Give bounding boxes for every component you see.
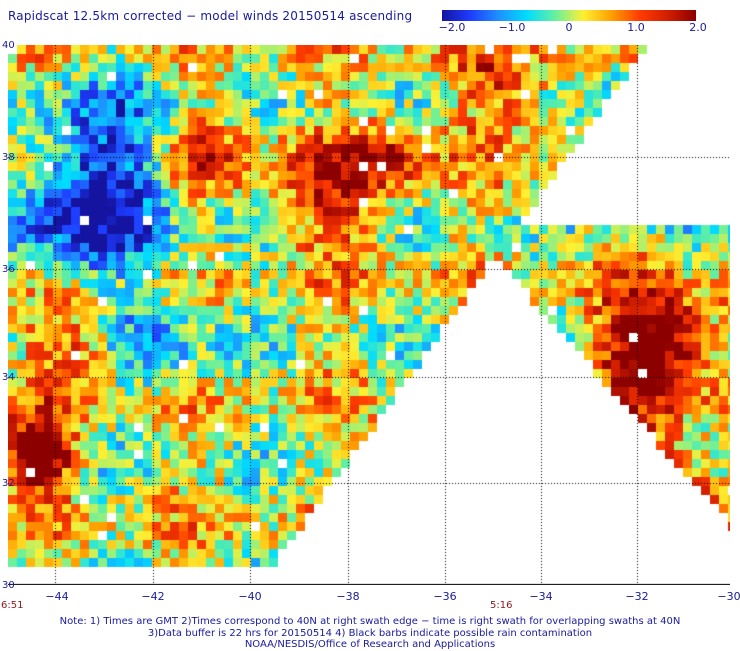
footnote-line-1: Note: 1) Times are GMT 2)Times correspon… — [59, 616, 681, 627]
lon-label-m42: −42 — [141, 590, 165, 603]
lat-label-36: 36 — [2, 264, 15, 275]
lon-label-m32: −32 — [625, 590, 649, 603]
lat-label-38: 38 — [2, 152, 15, 163]
swath-time-right: 5:16 — [490, 600, 513, 611]
lat-label-30: 30 — [2, 580, 15, 591]
colorbar-label-2: 2.0 — [689, 21, 707, 34]
lon-label-m36: −36 — [433, 590, 457, 603]
colorbar — [442, 10, 696, 21]
colorbar-label-m1: −1.0 — [498, 21, 526, 34]
lat-label-32: 32 — [2, 478, 15, 489]
lon-label-m44: −44 — [45, 590, 69, 603]
footnote: Note: 1) Times are GMT 2)Times correspon… — [0, 616, 740, 651]
colorbar-label-0: 0 — [565, 21, 573, 34]
wind-difference-map — [8, 45, 730, 585]
colorbar-label-m2: −2.0 — [438, 21, 466, 34]
footnote-line-3: NOAA/NESDIS/Office of Research and Appli… — [244, 639, 496, 650]
lat-label-40: 40 — [2, 40, 15, 51]
footnote-line-2: 3)Data buffer is 22 hrs for 20150514 4) … — [147, 627, 593, 639]
lon-label-m38: −38 — [336, 590, 360, 603]
lon-label-m34: −34 — [529, 590, 553, 603]
map-title: Rapidscat 12.5km corrected − model winds… — [8, 9, 413, 23]
lon-label-m30: −30 — [717, 590, 740, 603]
lat-label-34: 34 — [2, 372, 15, 383]
swath-time-left: 6:51 — [1, 600, 24, 611]
lon-label-m40: −40 — [238, 590, 262, 603]
colorbar-label-1: 1.0 — [627, 21, 645, 34]
